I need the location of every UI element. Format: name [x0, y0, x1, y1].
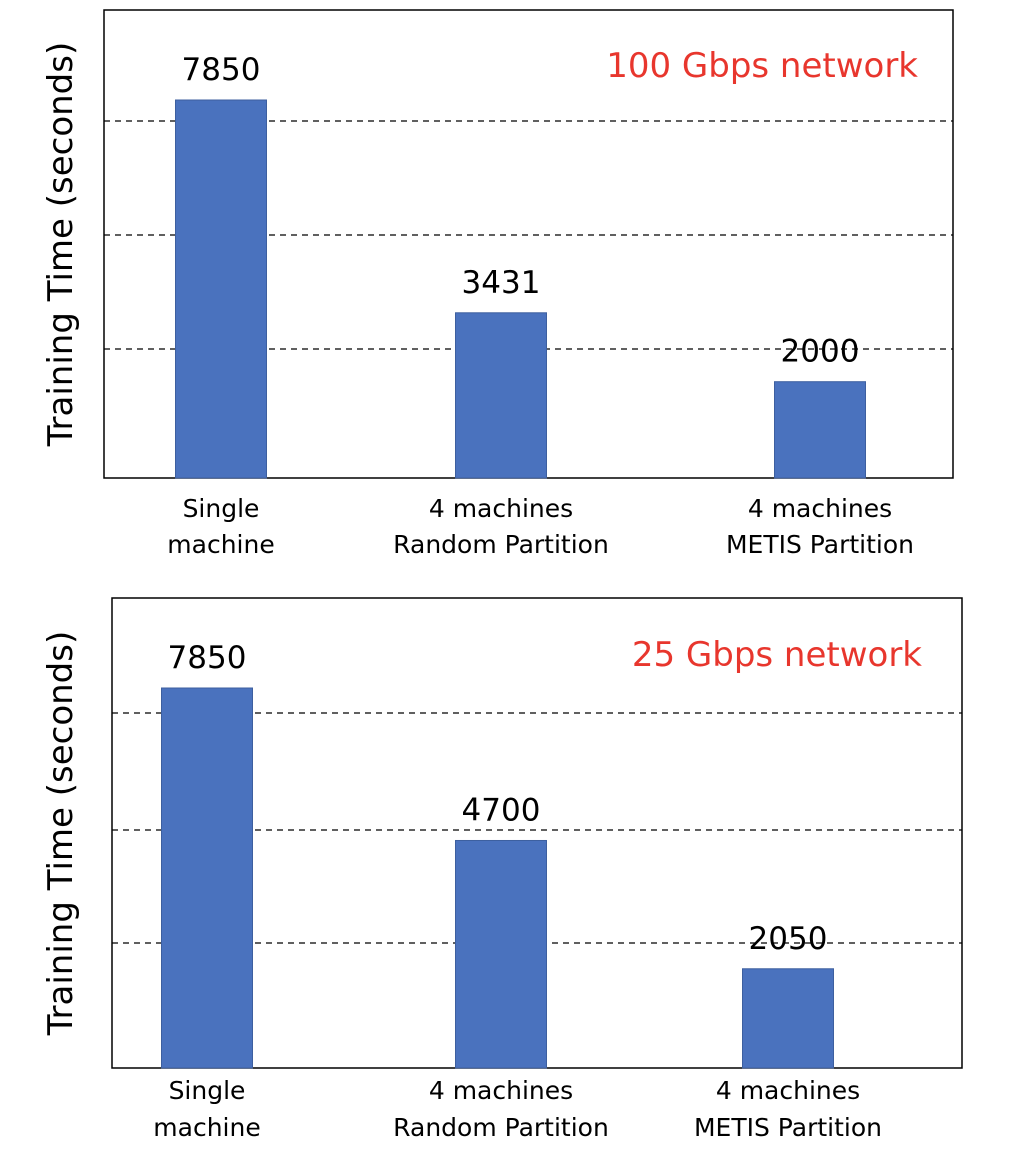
- bar-25gbps-2: [742, 968, 834, 1069]
- tick-label-25gbps-0-0: Single: [169, 1076, 246, 1105]
- tick-label-25gbps-2-1: METIS Partition: [694, 1113, 882, 1142]
- bar-100gbps-1: [455, 312, 547, 479]
- tick-label-100gbps-2-1: METIS Partition: [726, 530, 914, 559]
- data-label-25gbps-0: 7850: [168, 640, 247, 676]
- data-label-25gbps-2: 2050: [749, 921, 828, 957]
- bar-25gbps-1: [455, 839, 547, 1069]
- y-axis-label-100gbps: Training Time (seconds): [41, 42, 81, 447]
- bar-100gbps-2: [774, 381, 866, 479]
- tick-label-100gbps-0-1: machine: [167, 530, 274, 559]
- chart-25gbps: 7850 Single machine 4700 4 machines Random Pa…: [41, 597, 963, 1142]
- tick-label-100gbps-2-0: 4 machines: [748, 494, 892, 523]
- network-annotation-25gbps: 25 Gbps network: [632, 635, 922, 675]
- data-label-25gbps-1: 4700: [462, 792, 541, 828]
- network-annotation-100gbps: 100 Gbps network: [606, 46, 918, 86]
- tick-label-25gbps-1-0: 4 machines: [429, 1076, 573, 1105]
- y-axis-label-25gbps: Training Time (seconds): [41, 631, 81, 1036]
- tick-label-25gbps-1-1: Random Partition: [393, 1113, 609, 1142]
- tick-label-100gbps-1-0: 4 machines: [429, 494, 573, 523]
- data-label-100gbps-0: 7850: [182, 52, 261, 88]
- tick-label-100gbps-0-0: Single: [183, 494, 260, 523]
- tick-label-25gbps-0-1: machine: [153, 1113, 260, 1142]
- chart-100gbps: 7850 Single machine 3431 4 machines Random Pa…: [41, 9, 954, 559]
- data-label-100gbps-2: 2000: [781, 334, 860, 370]
- tick-label-25gbps-2-0: 4 machines: [716, 1076, 860, 1105]
- bar-100gbps-0: [175, 99, 267, 479]
- tick-label-100gbps-1-1: Random Partition: [393, 530, 609, 559]
- data-label-100gbps-1: 3431: [462, 265, 541, 301]
- bar-25gbps-0: [161, 687, 253, 1069]
